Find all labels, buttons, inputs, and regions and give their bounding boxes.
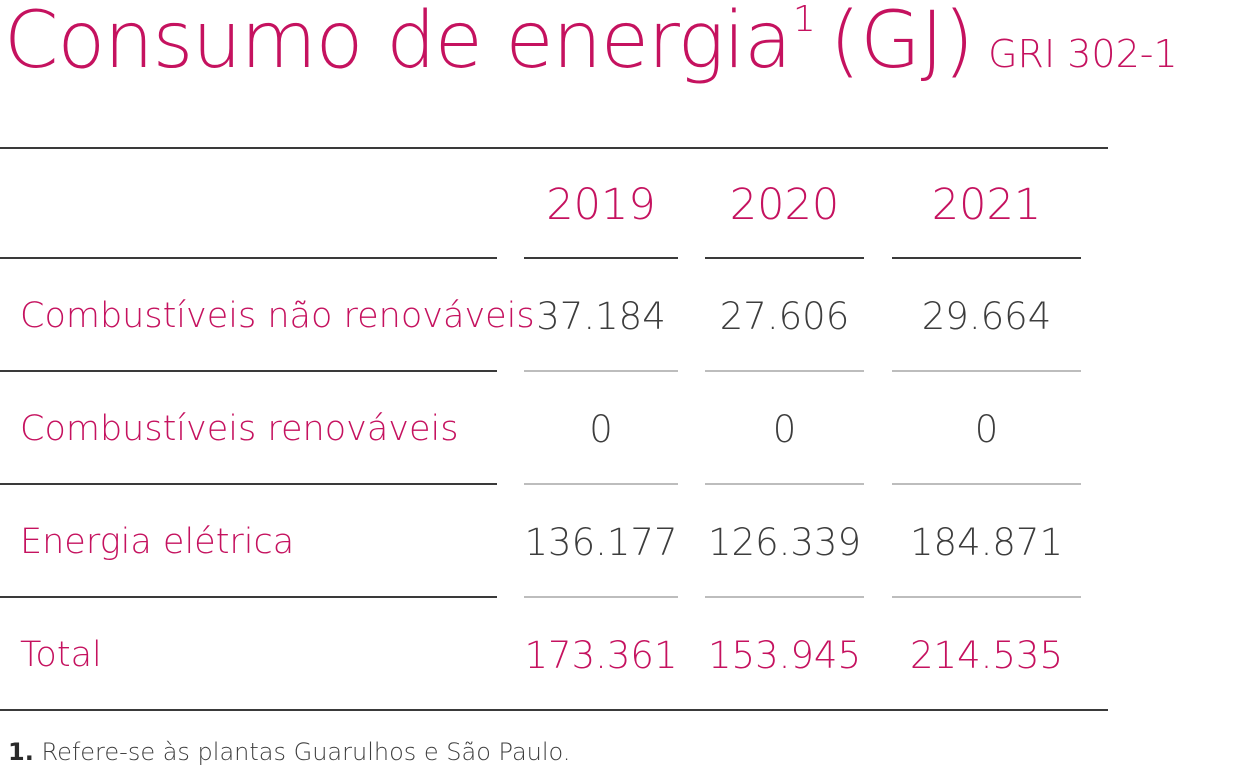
row-divider — [892, 483, 1081, 485]
header-rule-label — [0, 257, 497, 259]
footnote-text: Refere-se às plantas Guarulhos e São Pau… — [41, 738, 571, 766]
row-divider — [524, 370, 678, 372]
row-divider — [0, 483, 497, 485]
row-label: Energia elétrica — [20, 522, 295, 562]
row-value-2020: 126.339 — [707, 521, 861, 564]
footnote-number: 1. — [8, 738, 34, 766]
row-label: Combustíveis não renováveis — [20, 296, 535, 336]
title-main: Consumo de energia — [4, 0, 792, 86]
header-year-2021: 2021 — [931, 180, 1042, 230]
page-title: Consumo de energia1 (GJ) GRI 302-1 — [4, 0, 1178, 86]
header-rule-2019 — [524, 257, 678, 259]
header-year-2020: 2020 — [729, 180, 840, 230]
footnote: 1. Refere-se às plantas Guarulhos e São … — [8, 738, 570, 766]
row-value-2020: 27.606 — [719, 295, 850, 338]
header-rule-2020 — [705, 257, 864, 259]
row-divider — [705, 370, 864, 372]
total-label: Total — [20, 635, 102, 675]
row-divider — [892, 370, 1081, 372]
row-divider — [524, 483, 678, 485]
total-value-2021: 214.535 — [909, 634, 1063, 677]
row-divider — [0, 370, 497, 372]
row-value-2019: 0 — [589, 408, 613, 451]
row-divider — [524, 596, 678, 598]
table-top-rule — [0, 147, 1108, 149]
row-value-2021: 0 — [974, 408, 999, 451]
title-footnote-ref: 1 — [792, 0, 816, 40]
row-value-2019: 37.184 — [536, 295, 666, 338]
row-divider — [892, 596, 1081, 598]
row-label: Combustíveis renováveis — [20, 409, 459, 449]
table-bottom-rule — [0, 709, 1108, 711]
row-value-2020: 0 — [772, 408, 797, 451]
total-value-2019: 173.361 — [524, 634, 678, 677]
row-value-2019: 136.177 — [524, 521, 678, 564]
header-year-2019: 2019 — [546, 180, 656, 230]
row-value-2021: 29.664 — [921, 295, 1052, 338]
gri-code: GRI 302-1 — [988, 32, 1178, 76]
row-divider — [705, 596, 864, 598]
title-unit: (GJ) — [829, 0, 975, 86]
header-rule-2021 — [892, 257, 1081, 259]
total-value-2020: 153.945 — [707, 634, 861, 677]
row-value-2021: 184.871 — [909, 521, 1063, 564]
row-divider — [705, 483, 864, 485]
row-divider — [0, 596, 497, 598]
